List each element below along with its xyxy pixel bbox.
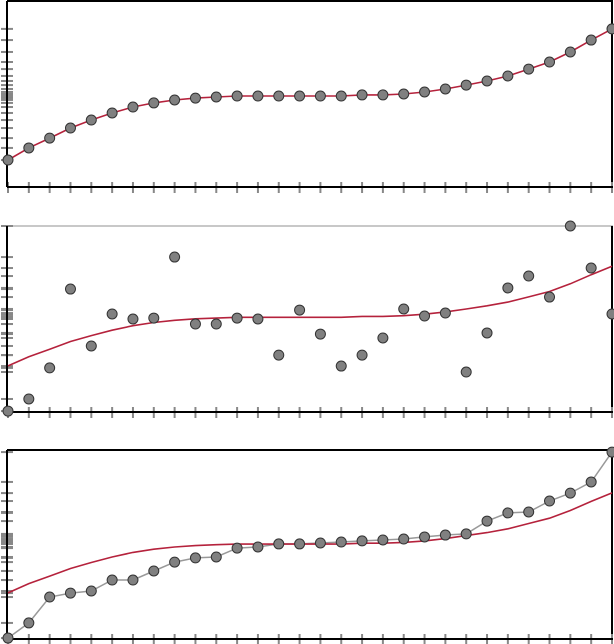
data-point (23, 617, 35, 629)
data-point (294, 304, 306, 316)
data-point (523, 270, 535, 282)
data-point (2, 154, 14, 166)
data-point (439, 529, 451, 541)
data-point (398, 303, 410, 315)
data-point (356, 535, 368, 547)
data-point (544, 495, 556, 507)
data-point (127, 574, 139, 586)
data-point (252, 313, 264, 325)
data-point (64, 122, 76, 134)
data-point (85, 585, 97, 597)
data-point (44, 362, 56, 374)
data-point (335, 360, 347, 372)
data-point (273, 349, 285, 361)
data-point (356, 89, 368, 101)
data-point (231, 90, 243, 102)
data-point (64, 283, 76, 295)
data-point (314, 537, 326, 549)
data-point (210, 551, 222, 563)
data-point (585, 476, 597, 488)
data-point (502, 507, 514, 519)
fit-curve (7, 265, 613, 367)
data-point (439, 307, 451, 319)
data-point (377, 534, 389, 546)
data-point (189, 552, 201, 564)
data-point (148, 565, 160, 577)
data-point (210, 318, 222, 330)
data-point (231, 542, 243, 554)
panel-2 (1, 220, 614, 418)
data-point (564, 46, 576, 58)
data-point (23, 393, 35, 405)
data-point (356, 349, 368, 361)
data-point (64, 587, 76, 599)
data-point (377, 332, 389, 344)
data-point (419, 531, 431, 543)
data-point (502, 282, 514, 294)
data-point (127, 101, 139, 113)
data-point (2, 632, 14, 644)
data-point (398, 533, 410, 545)
data-point (231, 312, 243, 324)
data-connector-line (7, 451, 613, 639)
data-point (314, 328, 326, 340)
data-point (189, 92, 201, 104)
data-point (106, 574, 118, 586)
data-point (377, 89, 389, 101)
data-point (106, 107, 118, 119)
data-point (169, 94, 181, 106)
data-point (523, 506, 535, 518)
data-point (294, 90, 306, 102)
data-point (439, 83, 451, 95)
data-point (564, 220, 576, 232)
data-point (44, 591, 56, 603)
data-point (398, 88, 410, 100)
data-point (460, 79, 472, 91)
data-point (85, 114, 97, 126)
data-point (460, 528, 472, 540)
data-point (294, 538, 306, 550)
data-point (460, 366, 472, 378)
data-point (23, 142, 35, 154)
data-point (564, 487, 576, 499)
data-point (502, 70, 514, 82)
data-point (335, 536, 347, 548)
data-point (189, 318, 201, 330)
data-point (169, 556, 181, 568)
data-point (523, 63, 535, 75)
data-point (419, 310, 431, 322)
data-point (481, 327, 493, 339)
data-point (148, 312, 160, 324)
data-point (544, 291, 556, 303)
data-point (127, 313, 139, 325)
data-point (106, 308, 118, 320)
data-point (273, 90, 285, 102)
data-point (544, 56, 556, 68)
data-point (252, 90, 264, 102)
data-point (606, 23, 614, 35)
data-point (481, 75, 493, 87)
data-point (606, 308, 614, 320)
data-point (2, 405, 14, 417)
data-point (148, 97, 160, 109)
data-point (314, 90, 326, 102)
data-point (606, 446, 614, 458)
panel-1 (1, 0, 614, 193)
data-point (210, 91, 222, 103)
data-point (44, 132, 56, 144)
data-point (169, 251, 181, 263)
data-point (419, 86, 431, 98)
data-point (273, 538, 285, 550)
data-point (335, 90, 347, 102)
data-point (481, 515, 493, 527)
fit-curve (7, 28, 613, 161)
fit-curve (7, 492, 613, 594)
data-point (252, 541, 264, 553)
panel-3 (1, 446, 614, 644)
data-point (85, 340, 97, 352)
data-point (585, 34, 597, 46)
data-point (585, 262, 597, 274)
